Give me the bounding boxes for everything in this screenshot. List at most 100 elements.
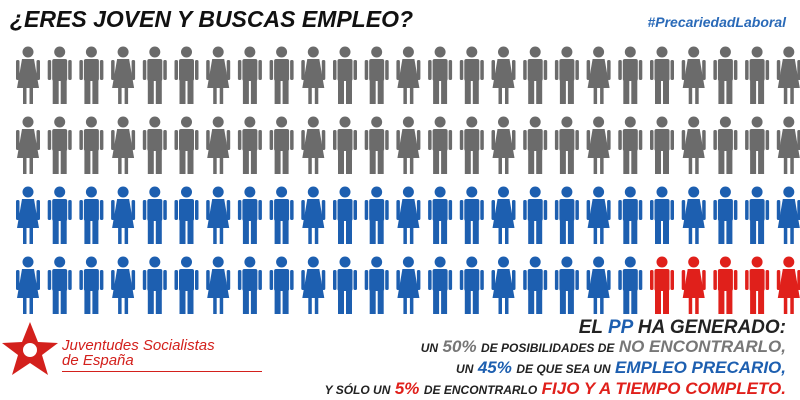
head [466, 186, 478, 198]
arm [321, 130, 326, 150]
arm [416, 130, 421, 150]
arm [99, 60, 104, 80]
leg [52, 219, 59, 244]
arm [195, 270, 199, 290]
leg [282, 219, 289, 244]
dress [397, 59, 420, 88]
leg [377, 219, 384, 244]
leg [790, 227, 794, 244]
man-icon [428, 46, 453, 104]
leg [663, 219, 669, 244]
head [751, 46, 763, 58]
dress [112, 199, 135, 228]
leg [92, 149, 99, 174]
leg [52, 149, 59, 174]
leg [718, 219, 725, 244]
arm [142, 270, 147, 290]
man-icon [618, 116, 643, 174]
man-icon [713, 256, 738, 314]
arm [459, 130, 464, 150]
leg [472, 219, 479, 244]
leg [593, 87, 598, 104]
man-icon [174, 46, 199, 104]
title: ¿ERES JOVEN Y BUSCAS EMPLEO? [10, 6, 414, 32]
arm [575, 270, 579, 290]
torso [369, 59, 385, 81]
leg [346, 149, 352, 174]
head [593, 256, 605, 268]
leg [472, 289, 479, 314]
leg [187, 289, 194, 314]
woman-icon [776, 256, 800, 314]
leg [155, 149, 162, 174]
leg [695, 297, 699, 314]
arm [47, 130, 52, 150]
woman-icon [491, 46, 516, 104]
man-icon [554, 186, 579, 244]
arm [416, 200, 421, 220]
man-icon [650, 186, 674, 244]
head [529, 116, 541, 128]
man-icon [459, 46, 484, 104]
leg [409, 157, 414, 174]
head [624, 46, 636, 58]
leg [441, 79, 448, 104]
torso [749, 269, 765, 291]
arm [776, 270, 781, 290]
arm [512, 200, 516, 220]
leg [308, 297, 312, 314]
leg [369, 79, 376, 104]
head [22, 186, 34, 198]
leg [790, 87, 794, 104]
leg [92, 219, 99, 244]
arm [321, 200, 326, 220]
leg [147, 219, 154, 244]
leg [60, 149, 67, 174]
leg [124, 87, 129, 104]
arm [385, 270, 389, 290]
arm [290, 270, 294, 290]
arm [618, 270, 622, 290]
leg [750, 79, 757, 104]
head [339, 186, 351, 198]
dress [17, 59, 39, 88]
man-icon [333, 256, 357, 314]
leg [726, 149, 733, 174]
head [498, 186, 509, 198]
arm [258, 270, 262, 290]
leg [369, 149, 376, 174]
arm [174, 130, 178, 150]
logo-text: Juventudes Socialistas de España [62, 338, 262, 372]
arm [713, 270, 717, 290]
arm [459, 60, 464, 80]
leg [124, 227, 129, 244]
leg [118, 157, 122, 174]
head [751, 186, 763, 198]
dress [17, 129, 39, 158]
arm [650, 200, 654, 220]
head [149, 116, 161, 128]
head [688, 256, 700, 268]
arm [681, 270, 686, 290]
torso [464, 59, 480, 81]
woman-icon [206, 46, 231, 104]
torso [559, 129, 575, 151]
leg [346, 289, 352, 314]
torso [464, 199, 480, 221]
leg [559, 289, 566, 314]
arm [16, 270, 20, 290]
text: DE POSIBILIDADES DE [481, 341, 615, 355]
dress [587, 269, 610, 298]
arm [765, 200, 770, 220]
woman-icon [16, 116, 40, 174]
leg [593, 157, 598, 174]
arm [321, 270, 326, 290]
leg [179, 289, 186, 314]
leg [472, 79, 479, 104]
arm [16, 60, 20, 80]
leg [250, 289, 257, 314]
leg [60, 219, 67, 244]
arm [47, 270, 52, 290]
woman-icon [491, 256, 516, 314]
head [276, 186, 288, 198]
